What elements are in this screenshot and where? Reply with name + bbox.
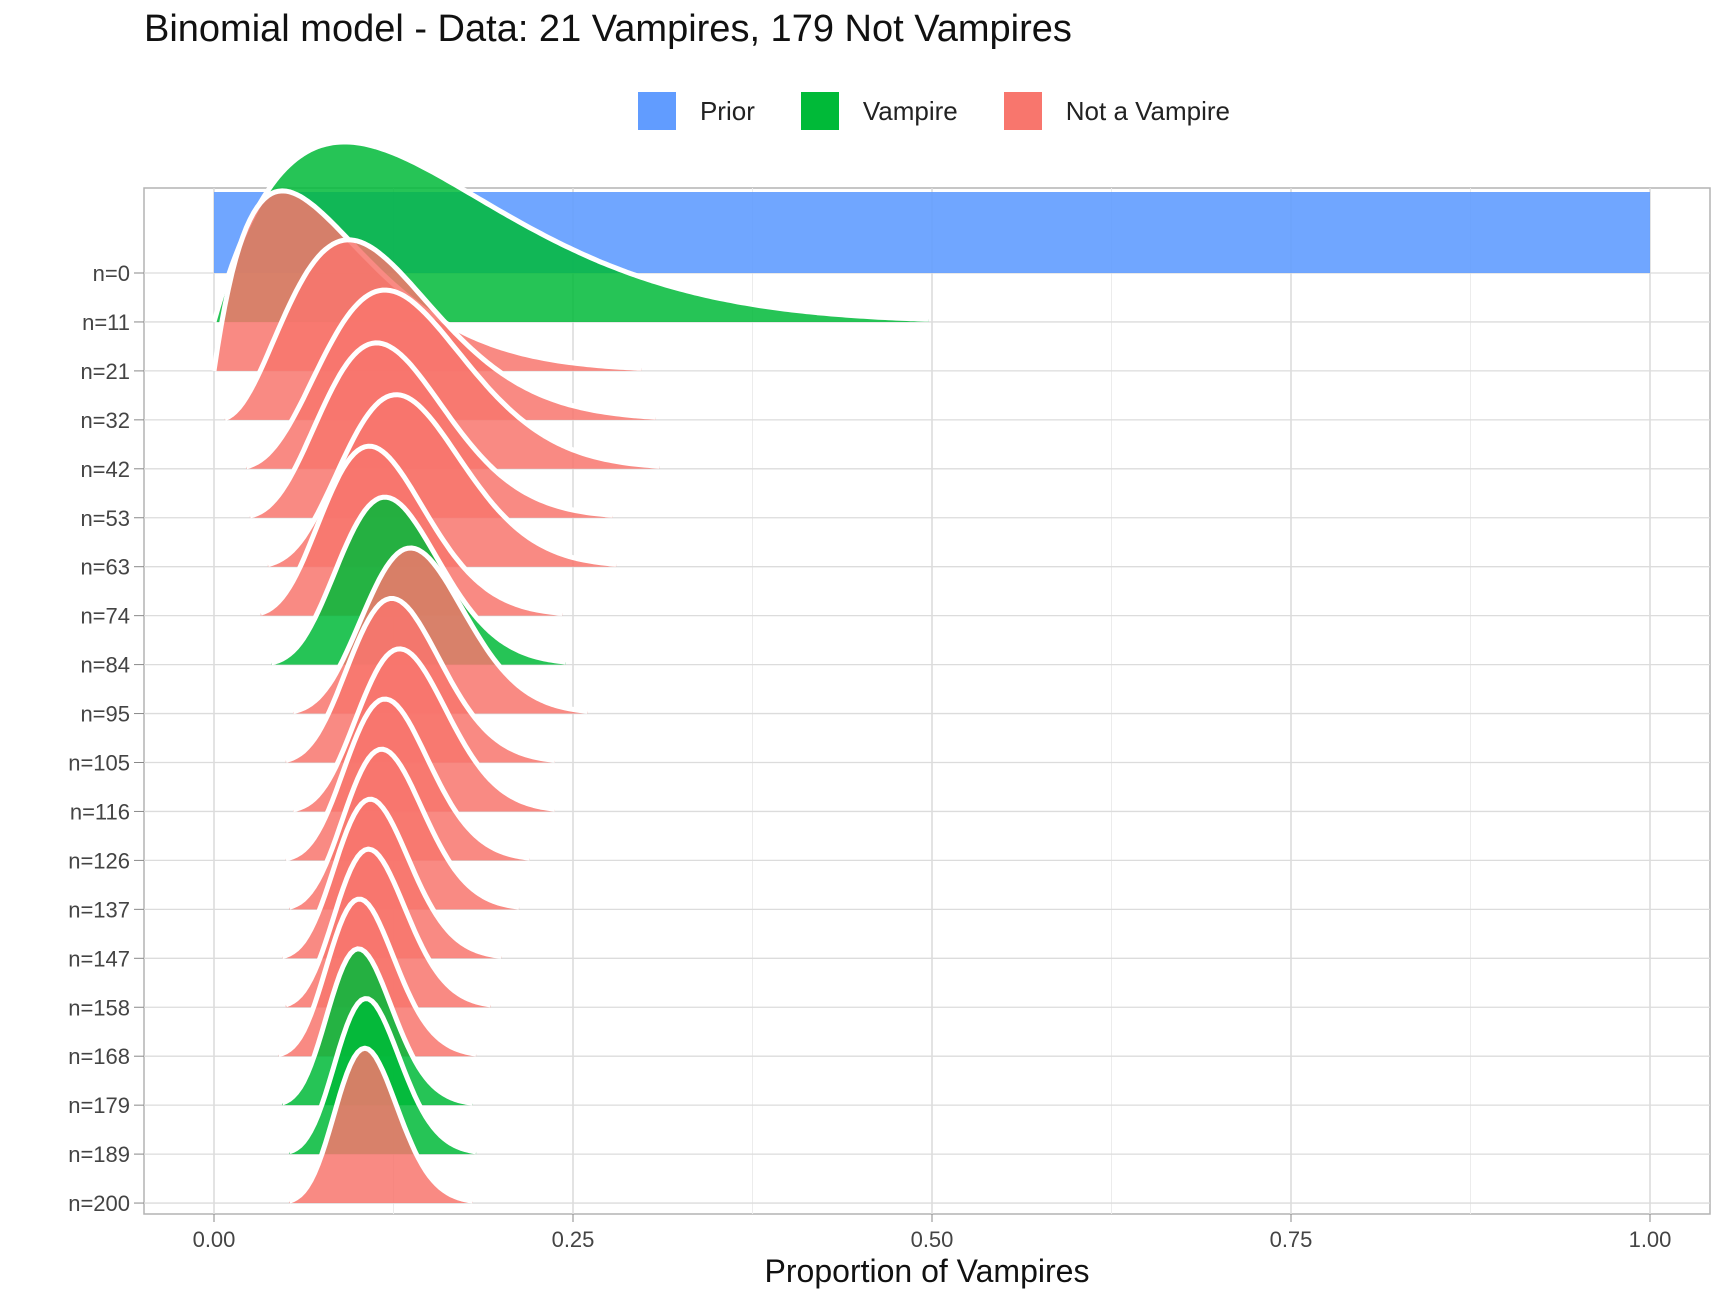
legend-item-vampire: Vampire — [800, 92, 958, 130]
y-tick-label: n=116 — [70, 799, 130, 824]
ridge-outline-n-137 — [288, 746, 520, 910]
y-tick-label: n=137 — [68, 897, 130, 922]
x-tick-label: 0.25 — [552, 1227, 595, 1252]
y-tick-label: n=53 — [80, 506, 130, 531]
ridge-outline-n-116 — [292, 646, 556, 813]
x-tick-label: 0.75 — [1270, 1227, 1313, 1252]
ridge-outline-n-84 — [270, 494, 567, 666]
legend-item-not-a-vampire: Not a Vampire — [1003, 92, 1231, 130]
ridge-outline-n-63 — [267, 392, 617, 568]
ridge-outline-n-189 — [288, 996, 477, 1155]
legend-swatch-prior — [637, 92, 676, 130]
ridges — [211, 139, 1650, 1204]
y-tick-label: n=168 — [68, 1044, 130, 1069]
legend-swatch-not-a-vampire — [1003, 92, 1042, 130]
y-tick-label: n=158 — [68, 995, 130, 1020]
y-tick-label: n=126 — [68, 848, 130, 873]
y-tick-label: n=200 — [68, 1191, 130, 1216]
legend-swatch-vampire — [800, 92, 839, 130]
y-tick-label: n=95 — [80, 702, 130, 727]
y-tick-label: n=147 — [68, 946, 130, 971]
ridge-outline-n-147 — [281, 796, 502, 960]
x-tick-label: 0.00 — [193, 1227, 236, 1252]
ridge-outline-n-53 — [249, 340, 613, 519]
legend: Prior Vampire Not a Vampire — [0, 92, 1728, 130]
ridge-outline-n-32 — [223, 237, 656, 421]
y-tick-label: n=105 — [68, 751, 130, 776]
y-tick-label: n=84 — [80, 653, 130, 678]
y-tick-label: n=189 — [68, 1142, 130, 1167]
legend-label-vampire: Vampire — [862, 95, 958, 126]
x-tick-label: 0.50 — [911, 1227, 954, 1252]
ridge-outline-n-168 — [277, 896, 477, 1058]
ridge-n-200 — [289, 1048, 473, 1204]
ridge-outline-n-158 — [284, 846, 491, 1008]
legend-item-prior: Prior — [637, 92, 755, 130]
ridge-outline-n-179 — [281, 946, 473, 1106]
y-axis: n=0 n=11 n=21 n=32 n=42 n=53 n=63 n=74 n=84 n=95 n… — [68, 261, 144, 1216]
x-axis-title: Proportion of Vampires — [765, 1253, 1090, 1289]
legend-label-not-a-vampire: Not a Vampire — [1065, 95, 1231, 126]
ridge-outline-n-105 — [285, 596, 556, 763]
y-tick-label: n=179 — [68, 1093, 130, 1118]
y-tick-label: n=0 — [93, 261, 130, 286]
y-tick-label: n=74 — [80, 604, 130, 629]
y-tick-label: n=32 — [80, 408, 130, 433]
y-tick-label: n=42 — [80, 457, 130, 482]
y-tick-label: n=63 — [80, 555, 130, 580]
y-tick-label: n=11 — [82, 310, 130, 335]
ridge-outline-n-126 — [285, 696, 531, 862]
chart-title: Binomial model - Data: 21 Vampires, 179 … — [144, 8, 1072, 50]
ridge-outline-n-200 — [288, 1045, 473, 1204]
y-tick-label: n=21 — [80, 359, 130, 384]
x-axis: 0.00 0.25 0.50 0.75 1.00 — [193, 1214, 1672, 1252]
ridge-outline-n-11 — [211, 139, 929, 323]
x-tick-label: 1.00 — [1629, 1227, 1672, 1252]
ridge-outline-n-42 — [245, 287, 660, 470]
ridge-outline-n-95 — [292, 545, 588, 715]
ridge-outline-n-74 — [259, 443, 563, 616]
legend-label-prior: Prior — [699, 95, 755, 126]
